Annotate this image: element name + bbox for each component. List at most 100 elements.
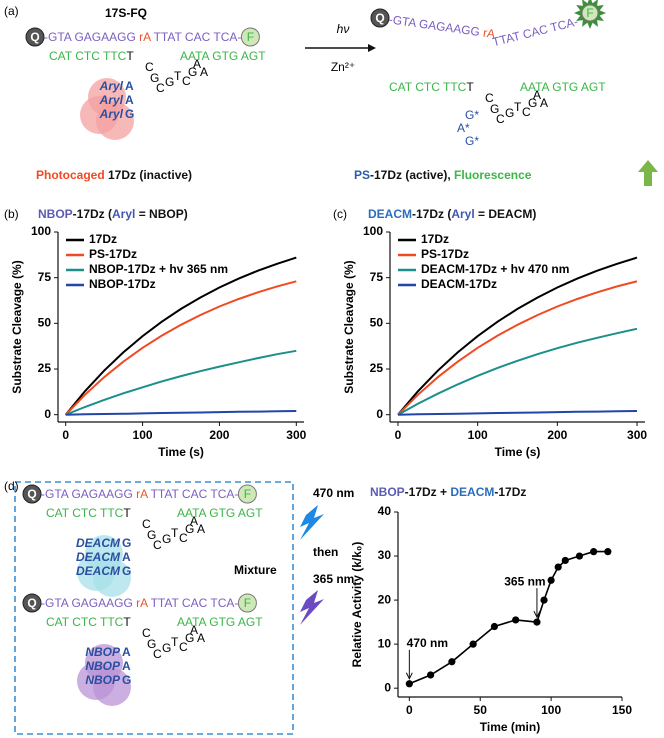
y-tick-label: 50 (38, 316, 52, 330)
y-tick-label: 20 (378, 592, 392, 606)
metal-label: Zn²⁺ (331, 60, 355, 74)
chart-title: DEACM-17Dz (Aryl = DEACM) (368, 207, 536, 221)
quencher-label: Q (27, 487, 36, 501)
title-part: -17Dz ( (73, 207, 112, 221)
enzyme-strand: CAT CTC TTCT (46, 615, 131, 629)
series-line (65, 410, 297, 416)
light-bolt-470 (300, 505, 324, 540)
loop-base: T (514, 100, 522, 114)
annotation-arrowhead (405, 672, 413, 680)
substrate-s2: TTAT CAC TCA- (150, 30, 241, 44)
substrate-fragment: TTAT CAC TCA- (491, 14, 580, 49)
light-label: 365 nm (313, 572, 354, 586)
cage-group (93, 559, 131, 597)
x-tick-label: 150 (612, 703, 632, 717)
loop-base: C (485, 91, 494, 105)
enzyme-arm: CAT CTC TTC (46, 615, 124, 629)
loop-base: T (171, 526, 179, 540)
series-line (64, 280, 297, 416)
loop-base: G (185, 631, 194, 645)
loop-base: G (490, 102, 499, 116)
enzyme-strand: CAT CTC TTCT (389, 80, 474, 94)
enzyme-arm: CAT CTC TTC (49, 49, 127, 63)
substrate-strand: -GTA GAGAAGG rA TTAT CAC TCA- (41, 487, 238, 501)
x-tick-label: 200 (209, 428, 229, 442)
fluorophore (237, 484, 257, 504)
y-tick-label: 25 (370, 361, 384, 375)
loop-base: A (200, 65, 208, 79)
reaction-arrowhead (368, 44, 376, 52)
substrate-ra: rA (136, 487, 148, 501)
panel-label: (d) (4, 479, 19, 493)
quencher-label: Q (30, 30, 39, 44)
substrate-s1: -GTA GAGAAGG (388, 12, 484, 39)
quencher-label: Q (27, 596, 36, 610)
fluorophore (237, 593, 257, 613)
substrate-ra: rA (139, 30, 151, 44)
x-tick-label: 300 (286, 428, 306, 442)
data-point (405, 680, 413, 688)
series-line (397, 410, 638, 416)
cage-base: A (122, 550, 131, 564)
title-part: -17Dz + (405, 485, 451, 499)
title-part: -17Dz ( (412, 207, 451, 221)
enzyme-t: T (123, 615, 131, 629)
cage-base: G (122, 536, 131, 550)
uncaged-base: G* (465, 108, 479, 122)
substrate-s2: TTAT CAC TCA- (147, 596, 238, 610)
x-tick-label: 300 (627, 428, 647, 442)
series-line (65, 349, 297, 416)
cage-base: G (122, 564, 131, 578)
loop-base: C (179, 640, 188, 654)
series-line (408, 550, 608, 685)
loop-base: G (147, 637, 156, 651)
legend-label: NBOP-17Dz (89, 277, 156, 291)
y-tick-label: 100 (363, 224, 383, 238)
y-tick-label: 100 (31, 224, 51, 238)
data-point (490, 622, 499, 631)
sequence-label: then (313, 545, 338, 559)
light-label: 470 nm (313, 486, 354, 500)
y-tick-label: 40 (378, 504, 392, 518)
substrate-s2: TTAT CAC TCA- (147, 487, 238, 501)
data-point (575, 552, 584, 560)
loop-base: G (150, 71, 159, 85)
cage-tag: DEACM (76, 536, 121, 550)
quencher (25, 27, 45, 47)
caption-part: 17Dz (inactive) (105, 168, 192, 182)
panel-label: (c) (333, 207, 347, 221)
cage-group (96, 102, 134, 140)
annotation: 470 nm (407, 636, 448, 650)
title-part: DEACM (450, 485, 494, 499)
y-tick-label: 75 (370, 270, 384, 284)
title-part: NBOP (38, 207, 73, 221)
series-line (64, 256, 297, 416)
cage-base: A (125, 93, 134, 107)
x-tick-label: 200 (547, 428, 567, 442)
title-part: DEACM (368, 207, 412, 221)
cage-base: A (122, 645, 131, 659)
data-point (561, 556, 569, 565)
legend-label: 17Dz (421, 232, 449, 246)
increase-arrow (638, 160, 658, 186)
x-axis-label: Time (s) (495, 445, 541, 459)
light-label: hν (337, 22, 350, 36)
chart-title: NBOP-17Dz + DEACM-17Dz (370, 485, 526, 499)
substrate-fragment: -GTA GAGAAGG rA (388, 12, 496, 41)
enzyme-arm: AATA GTG AGT (180, 49, 266, 63)
series-line (397, 256, 638, 416)
x-axis-label: Time (min) (480, 720, 540, 734)
quencher (22, 593, 42, 613)
quencher (370, 8, 390, 28)
legend-label: 17Dz (89, 232, 117, 246)
loop-base: G (162, 532, 171, 546)
substrate-ra: rA (136, 596, 148, 610)
loop-base: A (190, 623, 198, 637)
y-tick-label: 0 (376, 407, 383, 421)
y-axis-label: Relative Activity (k/k₀) (350, 542, 364, 668)
y-tick-label: 30 (378, 548, 392, 562)
uncaged-base: A* (457, 121, 470, 135)
caption-part: PS (354, 168, 370, 182)
x-tick-label: 100 (541, 703, 561, 717)
